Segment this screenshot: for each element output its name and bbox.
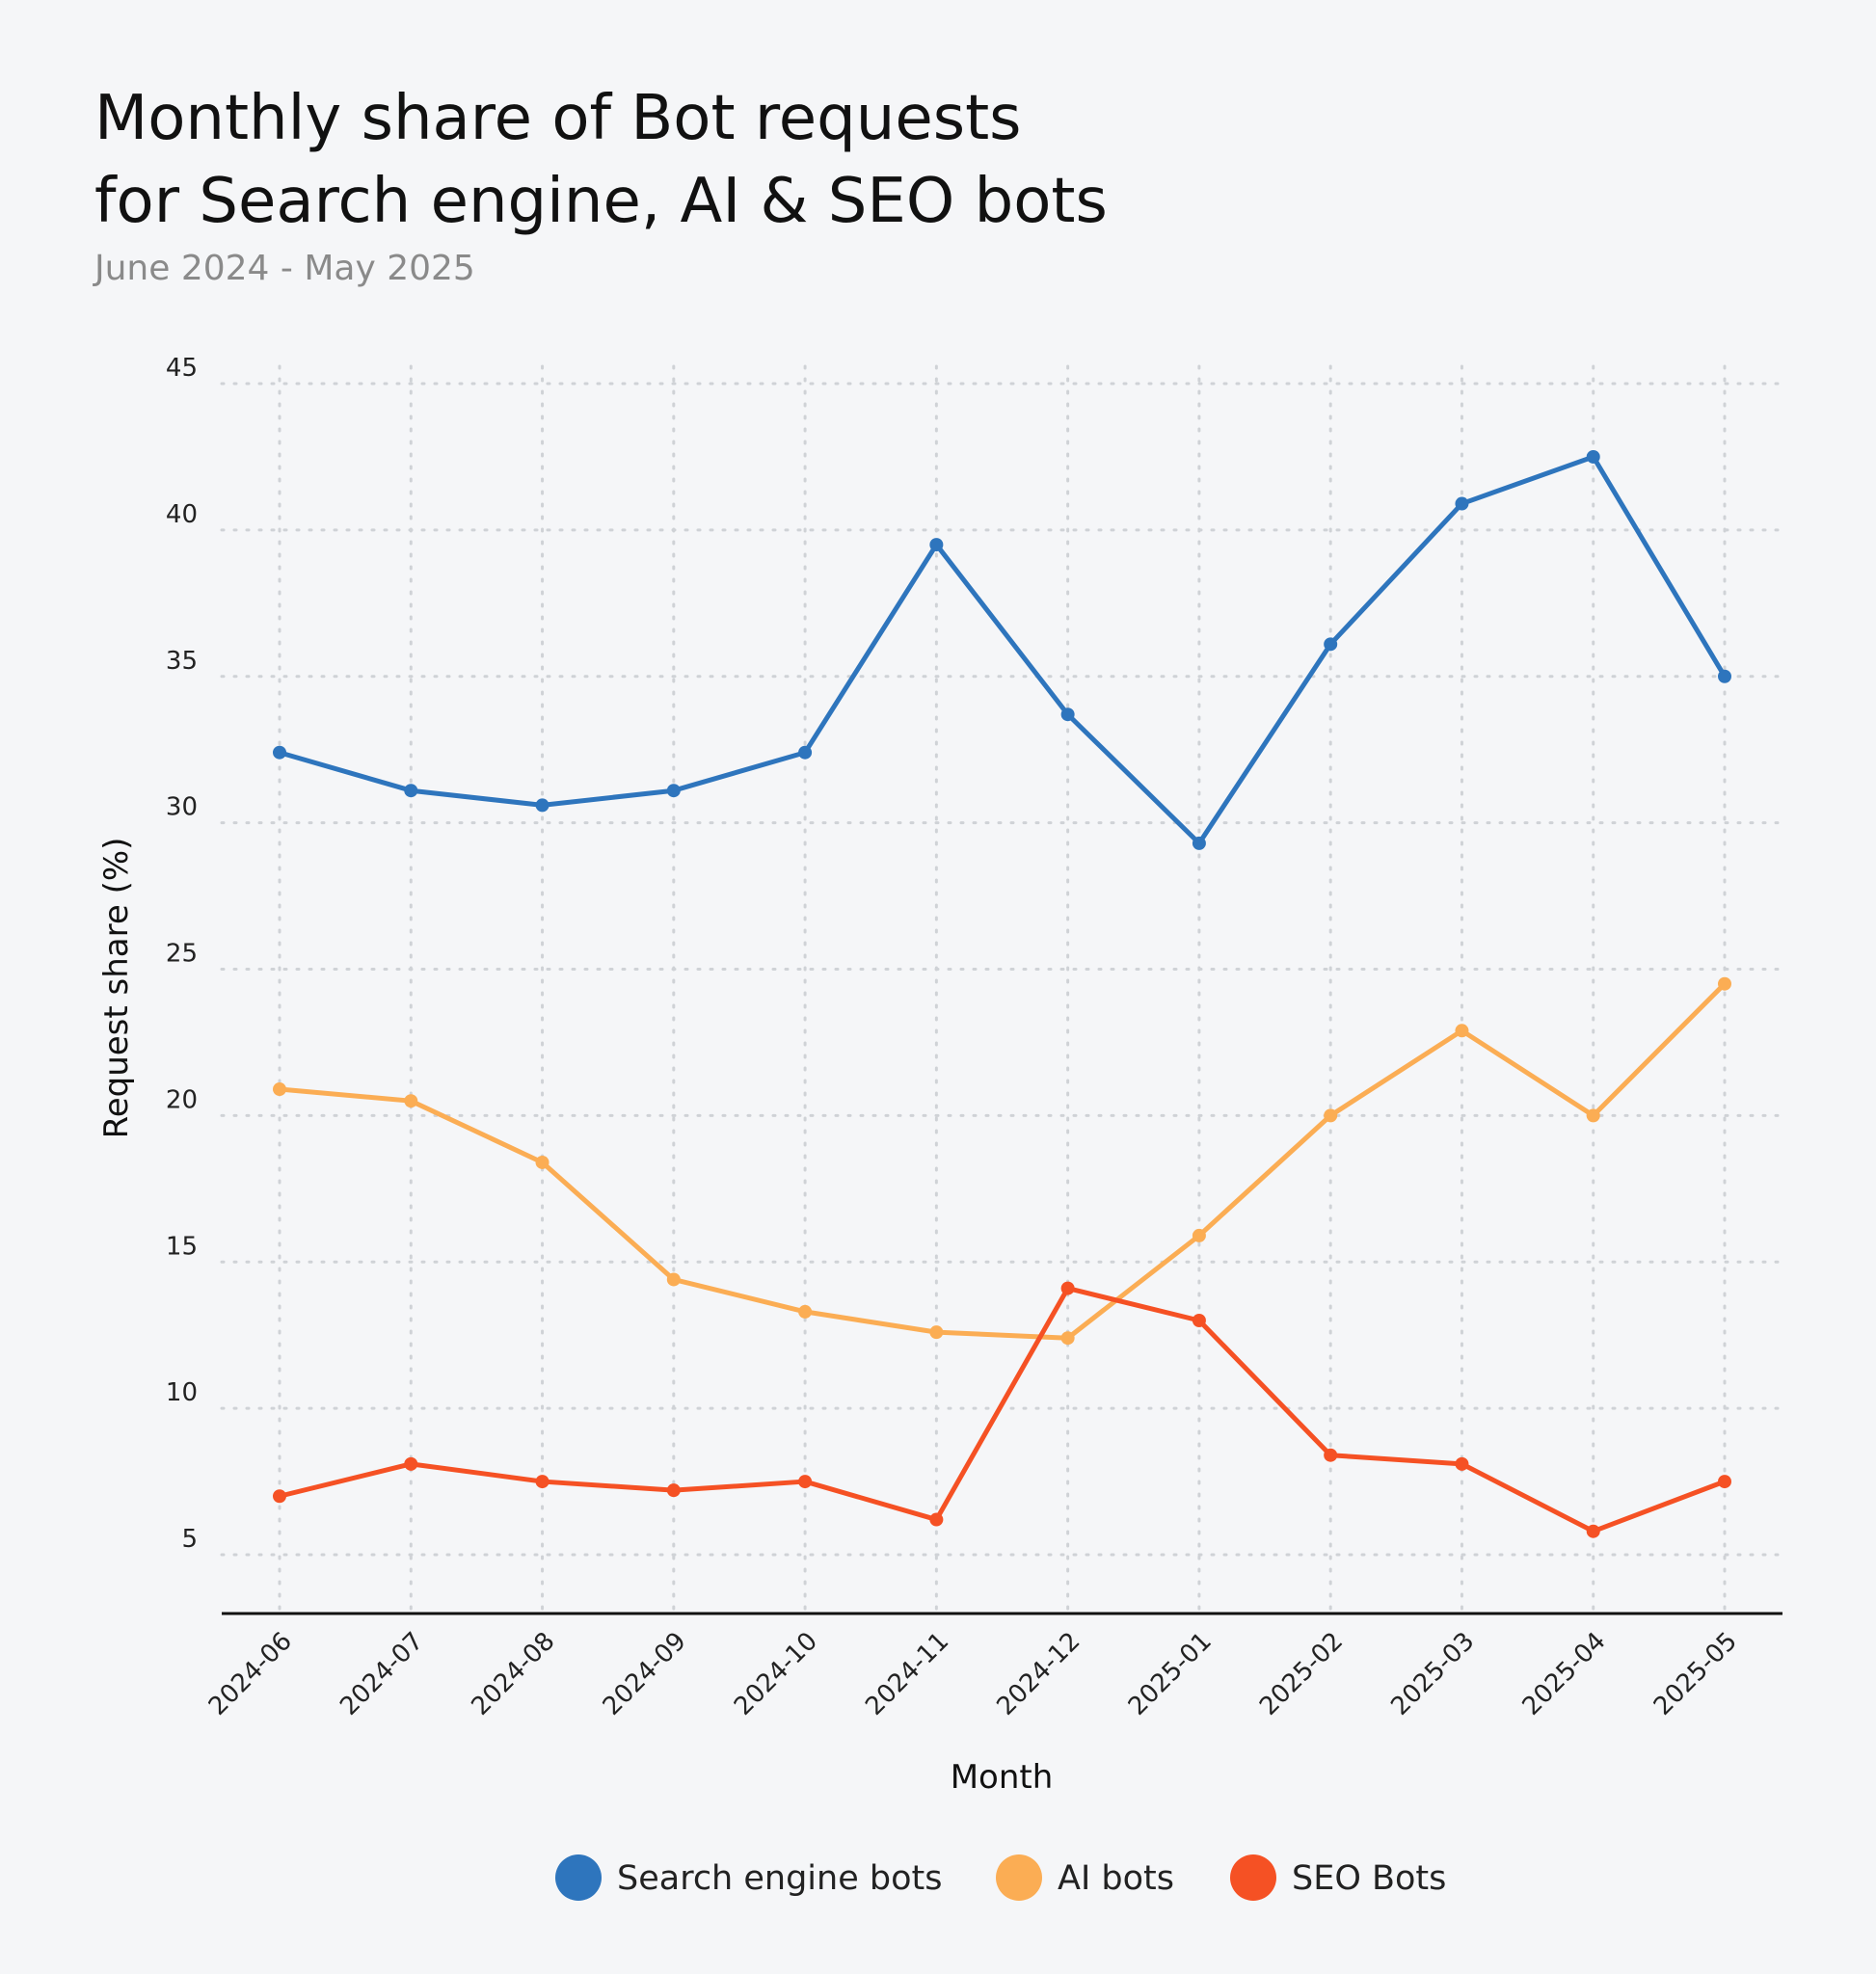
x-tick-label: 2025-03 — [1385, 1627, 1480, 1721]
y-tick-label: 35 — [166, 647, 198, 676]
x-tick-label: 2024-10 — [729, 1627, 823, 1721]
data-point — [666, 784, 681, 798]
x-tick-label: 2024-06 — [203, 1627, 298, 1721]
x-tick-label: 2025-02 — [1254, 1627, 1349, 1721]
data-point — [1586, 449, 1600, 464]
data-point — [798, 745, 813, 760]
x-tick-label: 2024-07 — [335, 1627, 429, 1721]
data-point — [1192, 836, 1206, 850]
data-point — [929, 538, 944, 552]
data-point — [1718, 976, 1731, 991]
y-tick-label: 10 — [166, 1378, 198, 1407]
data-point — [1192, 1314, 1206, 1327]
x-tick-label: 2025-05 — [1648, 1627, 1743, 1721]
data-point — [1455, 496, 1469, 511]
x-tick-label: 2024-08 — [466, 1627, 560, 1721]
x-tick-label: 2024-12 — [992, 1627, 1086, 1721]
data-point — [535, 1475, 549, 1489]
legend-label: AI bots — [1058, 1859, 1174, 1898]
y-tick-label: 15 — [166, 1232, 198, 1261]
x-tick-label: 2025-01 — [1123, 1627, 1218, 1721]
chart-title-line-1: Monthly share of Bot requests — [94, 83, 1022, 154]
legend-marker — [1230, 1854, 1276, 1901]
y-tick-label: 45 — [166, 354, 198, 383]
legend-marker — [996, 1854, 1042, 1901]
chart-title-line-2: for Search engine, AI & SEO bots — [94, 166, 1108, 237]
x-tick-label: 2025-04 — [1517, 1627, 1612, 1721]
series-line — [279, 981, 1727, 1341]
x-tick-label: 2024-09 — [598, 1627, 692, 1721]
legend-label: Search engine bots — [617, 1859, 942, 1898]
data-point — [1324, 1448, 1338, 1462]
data-point — [535, 798, 549, 813]
legend-label: SEO Bots — [1292, 1859, 1446, 1898]
data-point — [1586, 1108, 1600, 1123]
data-point — [1324, 637, 1338, 652]
data-point — [666, 1272, 681, 1287]
data-point — [1192, 1228, 1206, 1242]
series-line — [279, 454, 1728, 846]
data-point — [273, 745, 286, 760]
y-tick-label: 30 — [166, 793, 198, 822]
data-point — [273, 1082, 286, 1097]
data-point — [1060, 1331, 1075, 1346]
data-point — [1718, 1475, 1731, 1489]
y-tick-label: 20 — [166, 1085, 198, 1114]
y-tick-label: 5 — [181, 1525, 198, 1554]
data-point — [1455, 1456, 1469, 1471]
y-axis-label: Request share (%) — [97, 838, 136, 1139]
data-point — [273, 1489, 286, 1504]
x-axis-label: Month — [951, 1758, 1054, 1797]
y-tick-label: 40 — [166, 500, 198, 529]
data-point — [1718, 669, 1731, 683]
data-point — [929, 1325, 944, 1340]
y-tick-label: 25 — [166, 940, 198, 969]
legend-marker — [555, 1854, 602, 1901]
data-point — [1060, 1281, 1075, 1295]
chart-title: Monthly share of Bot requests for Search… — [94, 77, 1108, 243]
data-point — [798, 1475, 813, 1489]
data-point — [929, 1512, 944, 1527]
data-point — [404, 1094, 418, 1108]
data-point — [798, 1304, 813, 1319]
data-point — [404, 1456, 418, 1471]
data-point — [404, 784, 418, 798]
chart-subtitle: June 2024 - May 2025 — [94, 249, 475, 288]
data-point — [535, 1155, 549, 1169]
data-point — [1455, 1024, 1469, 1038]
data-point — [1586, 1524, 1600, 1538]
x-tick-label: 2024-11 — [860, 1627, 954, 1721]
data-point — [666, 1483, 681, 1498]
data-point — [1324, 1108, 1338, 1123]
data-point — [1060, 707, 1075, 722]
series-line — [279, 1286, 1726, 1534]
